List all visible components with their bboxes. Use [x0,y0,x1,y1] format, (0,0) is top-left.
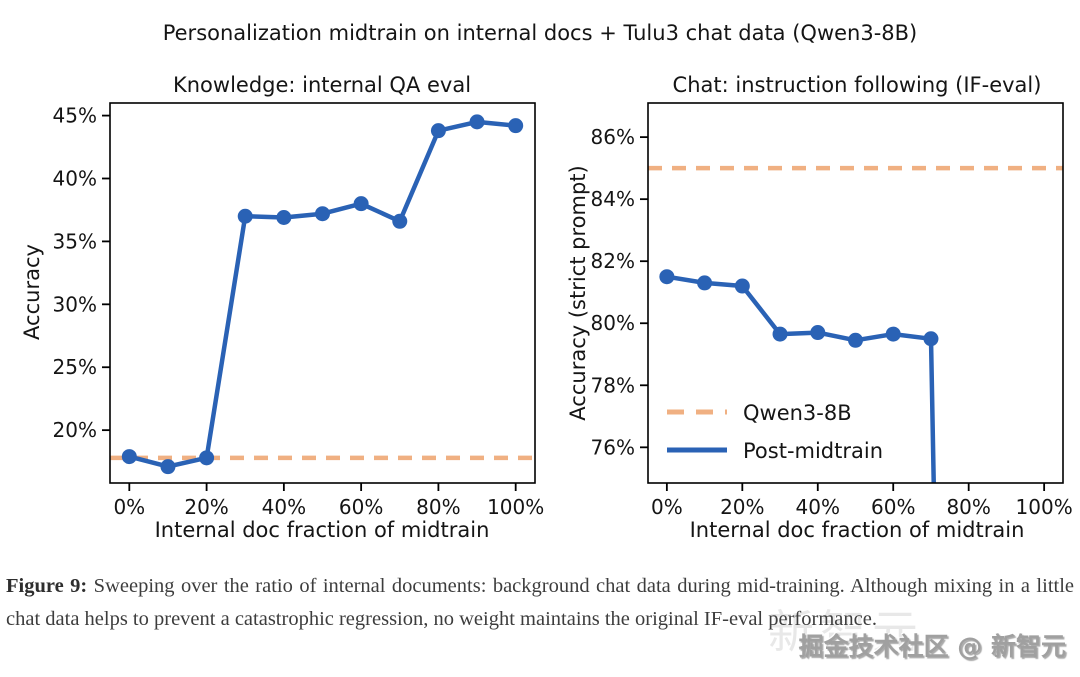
x-tick-label: 0% [651,495,683,519]
data-point-marker [315,206,330,222]
y-tick-label: 84% [591,187,635,211]
y-tick-label: 30% [53,292,97,316]
x-tick-label: 80% [946,495,990,519]
x-tick-label: 40% [262,495,306,519]
x-tick-label: 100% [487,495,544,519]
data-point-marker [392,213,408,229]
y-tick-label: 45% [53,104,97,128]
y-tick-label: 80% [591,311,635,335]
data-point-marker [848,332,863,348]
series-line [666,274,936,483]
figure-title: Personalization midtrain on internal doc… [162,21,918,45]
x-tick-label: 100% [1016,495,1073,519]
ghost-watermark: 新智元 [768,605,924,659]
y-tick-label: 20% [53,418,97,442]
x-tick-label: 60% [871,495,915,519]
x-tick-label: 0% [113,495,145,519]
data-point-marker [237,208,253,224]
data-point-marker [469,114,485,130]
y-tick-label: 78% [591,373,635,397]
data-point-marker [885,326,901,342]
data-point-marker [199,450,215,466]
data-point-marker [430,123,446,139]
figure-caption-text: Sweeping over the ratio of internal docu… [6,575,1075,630]
data-point-marker [508,118,524,134]
data-point-marker [121,449,137,465]
x-tick-label: 40% [796,495,840,519]
y-tick-label: 35% [53,229,97,253]
data-point-marker [772,326,788,342]
data-point-marker [353,196,369,212]
legend-label: Post-midtrain [743,439,883,463]
data-point-marker [659,269,675,285]
left-subplot-title: Knowledge: internal QA eval [172,73,472,97]
watermark-text: 掘金技术社区 @ 新智元 [798,632,1066,661]
data-point-marker [810,325,826,341]
figure-caption: Figure 9: Sweeping over the ratio of int… [6,570,1074,636]
left-x-axis-label: Internal doc fraction of midtrain [154,518,490,542]
data-point-marker [697,275,713,291]
legend-label: Qwen3-8B [743,401,852,425]
data-point-marker [734,278,750,294]
axes-spines [109,102,536,484]
data-point-marker [160,459,176,475]
x-tick-label: 60% [339,495,383,519]
y-tick-label: 82% [591,249,635,273]
y-tick-label: 25% [53,355,97,379]
axes-spines [647,102,1064,484]
x-tick-label: 20% [720,495,764,519]
x-tick-label: 80% [416,495,460,519]
x-tick-label: 20% [184,495,228,519]
y-tick-label: 76% [591,435,635,459]
data-point-marker [923,331,939,347]
y-tick-label: 40% [53,166,97,190]
y-tick-label: 86% [591,125,635,149]
data-point-marker [276,210,292,226]
figure-caption-label: Figure 9: [6,575,88,597]
right-subplot-title: Chat: instruction following (IF-eval) [672,73,1042,97]
right-x-axis-label: Internal doc fraction of midtrain [689,518,1025,542]
